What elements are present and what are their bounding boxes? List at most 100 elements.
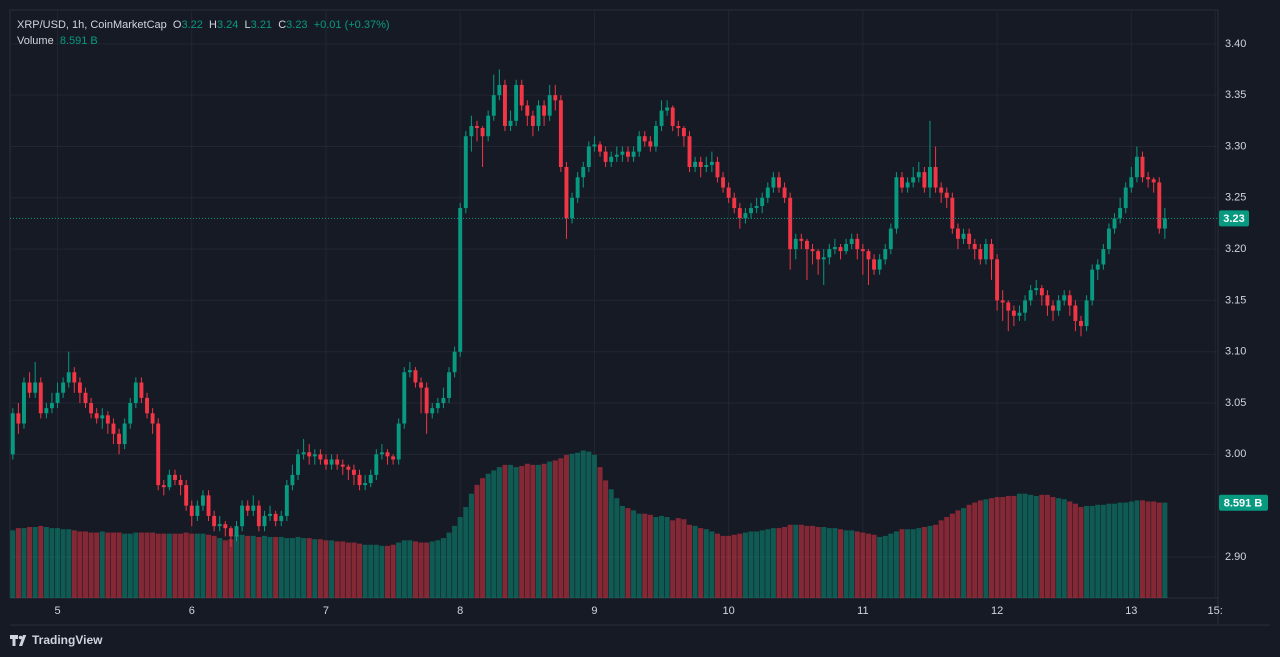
candle-body: [788, 197, 793, 250]
candle-body: [1056, 300, 1061, 311]
low-value: 3.21: [250, 19, 273, 31]
volume-bar: [373, 544, 379, 598]
volume-bar: [474, 484, 480, 598]
candle-body: [1051, 305, 1055, 311]
footer-brand: TradingView: [32, 633, 103, 647]
candle-body: [150, 413, 155, 424]
candle-body: [1023, 300, 1028, 313]
volume-bar: [849, 530, 855, 598]
volume-bar: [647, 514, 653, 598]
volume-bar: [1117, 502, 1123, 598]
candle-body: [866, 251, 871, 260]
volume-bar: [250, 535, 256, 598]
candle-body: [933, 167, 938, 188]
volume-bar: [418, 542, 424, 598]
x-tick-label: 13: [1125, 605, 1137, 617]
candle-body: [838, 247, 843, 252]
volume-bar: [189, 533, 195, 598]
candle-body: [978, 249, 983, 260]
volume-value: 8.591 B: [59, 35, 98, 47]
volume-bar: [317, 539, 323, 598]
candle-body: [491, 95, 496, 116]
volume-bar: [888, 533, 894, 598]
volume-bar: [893, 531, 899, 598]
volume-bar: [832, 528, 838, 598]
volume-bar: [1072, 503, 1078, 598]
x-tick-label: 5: [54, 605, 60, 617]
volume-bar: [563, 454, 569, 598]
volume-bar: [754, 531, 760, 598]
candle-body: [184, 485, 189, 506]
candle-body: [430, 408, 435, 414]
candle-body: [27, 382, 32, 393]
candle-body: [620, 151, 625, 155]
y-tick-label: 3.35: [1225, 89, 1246, 101]
volume-bar: [782, 526, 788, 598]
candle-body: [900, 177, 904, 188]
candle-body: [558, 100, 563, 168]
volume-bar: [603, 480, 609, 598]
volume-bar: [1050, 497, 1056, 598]
volume-bar: [821, 526, 827, 598]
y-tick-label: 3.05: [1225, 397, 1246, 409]
price-legend: XRP/USD, 1h, CoinMarketCap O3.22 H3.24 L…: [17, 17, 390, 33]
volume-bar: [161, 533, 167, 598]
candle-body: [519, 84, 524, 106]
volume-bar: [368, 544, 374, 598]
candle-body: [648, 141, 653, 147]
candle-body: [810, 249, 815, 252]
candle-body: [447, 372, 451, 398]
candle-body: [435, 403, 440, 409]
candle-body: [324, 459, 328, 465]
candle-body: [1157, 182, 1162, 229]
volume-bars: [10, 450, 1168, 598]
candle-body: [33, 382, 38, 393]
candle-body: [542, 105, 547, 116]
volume-bar: [71, 530, 77, 598]
candle-body: [592, 144, 597, 147]
candle-body: [262, 515, 267, 527]
candle-body: [178, 479, 183, 486]
candle-body: [374, 454, 379, 475]
volume-bar: [759, 530, 765, 598]
candle-body: [1146, 177, 1151, 180]
candle-body: [737, 208, 742, 219]
candle-body: [944, 192, 949, 198]
candle-body: [145, 397, 149, 414]
volume-bar: [94, 532, 100, 598]
volume-bar: [776, 528, 782, 598]
candle-body: [1112, 218, 1117, 229]
volume-bar: [49, 528, 55, 598]
candle-body: [217, 524, 222, 527]
x-tick-label: 7: [323, 605, 329, 617]
x-tick-label: 12: [991, 605, 1003, 617]
volume-bar: [1000, 497, 1006, 598]
volume-bar: [737, 533, 743, 598]
volume-bar: [1016, 493, 1022, 598]
volume-bar: [228, 539, 234, 598]
volume-bar: [608, 489, 614, 598]
candle-body: [49, 403, 54, 409]
volume-bar: [910, 529, 916, 598]
candle-body: [117, 433, 122, 445]
candle-body: [296, 454, 300, 475]
candle-body: [995, 259, 1000, 301]
volume-bar: [273, 536, 279, 598]
candle-body: [849, 238, 854, 244]
volume-bar: [446, 532, 452, 598]
volume-bar: [535, 464, 542, 598]
volume-bar: [261, 535, 267, 598]
candle-body: [195, 505, 200, 516]
candle-body: [950, 197, 955, 229]
last-price-label: 3.23: [1223, 213, 1244, 225]
volume-bar: [1100, 504, 1106, 598]
volume-bar: [692, 525, 698, 598]
volume-bar: [155, 533, 161, 598]
candle-body: [1045, 295, 1050, 306]
candle-body: [715, 161, 720, 178]
volume-bar: [1011, 495, 1017, 598]
volume-bar: [681, 519, 687, 598]
volume-bar: [955, 510, 961, 598]
volume-bar: [977, 500, 983, 598]
